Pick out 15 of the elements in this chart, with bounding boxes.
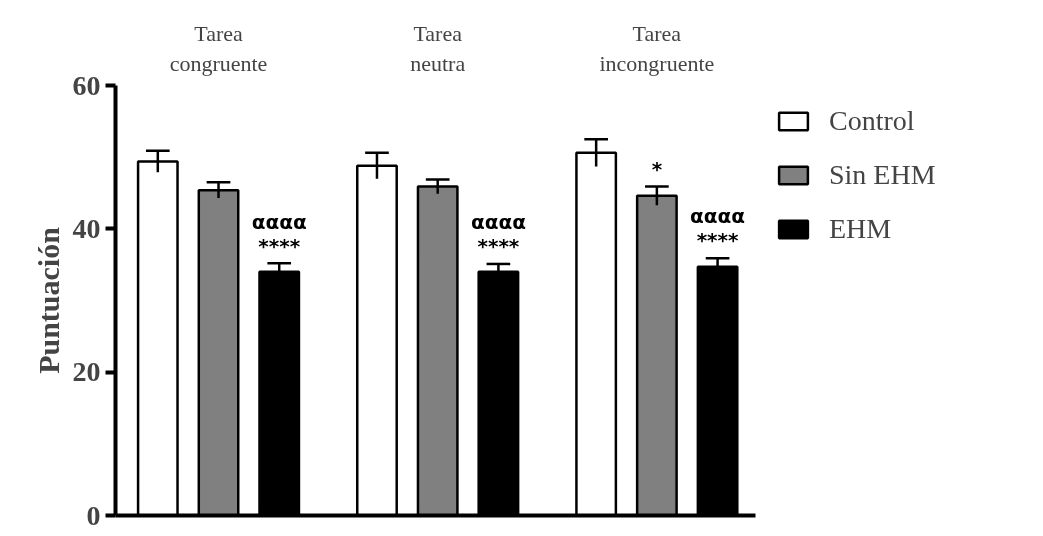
y-tick-label: 0 (86, 499, 101, 531)
x-tick-label: Tarea incongruente (599, 20, 715, 76)
legend-label: Control (829, 105, 915, 137)
x-tick-label: Tarea congruente (169, 20, 268, 76)
y-tick-label: 40 (72, 212, 101, 244)
data-label: * (651, 156, 663, 181)
data-label: αααα **** (470, 210, 526, 259)
x-tick-label: Tarea neutra (410, 20, 466, 76)
legend-label: EHM (829, 213, 892, 245)
y-tick-label: 60 (72, 69, 101, 101)
legend-label: Sin EHM (829, 159, 936, 191)
y-tick-label: 20 (72, 356, 101, 388)
data-label: αααα **** (690, 204, 746, 253)
data-label: αααα **** (251, 209, 307, 258)
y-axis-title: Puntuación (31, 226, 65, 374)
